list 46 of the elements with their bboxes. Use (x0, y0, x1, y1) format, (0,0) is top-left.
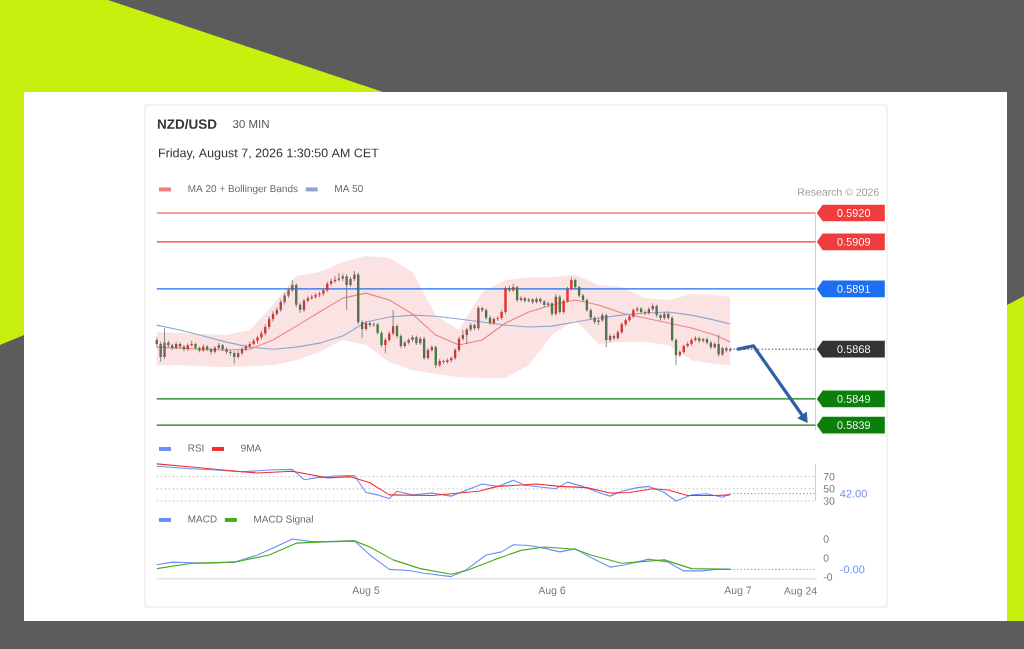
y-tick-label: 0.5868 (837, 345, 871, 354)
ref-line-label: 42.00 (840, 489, 867, 498)
candlestick (539, 296, 542, 304)
candlestick (198, 346, 201, 353)
y-tick-label: 0 (823, 535, 829, 543)
candlestick (322, 288, 325, 297)
y-tick-label: 70 (823, 472, 835, 481)
chart-subtitle: 30 MIN (232, 119, 269, 129)
x-tick-label: Aug 5 (352, 586, 380, 596)
candlestick (225, 346, 228, 355)
line-series (156, 311, 731, 350)
candlestick (256, 335, 259, 345)
ref-line-label: -0.00 (840, 565, 865, 574)
candlestick (531, 297, 534, 305)
y-tick-label: 0.5839 (837, 421, 871, 430)
candlestick (597, 317, 600, 326)
y-tick-label: -0 (823, 573, 833, 581)
candlestick (283, 292, 286, 306)
x-tick-label: Aug 7 (724, 586, 752, 596)
legend-label: RSI (188, 444, 204, 452)
y-tick-label: 0 (823, 554, 829, 562)
candlestick (442, 359, 445, 365)
candlestick (725, 346, 728, 353)
legend-label: MA 20 + Bollinger Bands (188, 184, 298, 195)
candlestick (694, 335, 697, 343)
legend-label: MACD Signal (254, 515, 313, 525)
y-tick-label: 0.5891 (837, 285, 871, 293)
candlestick (314, 292, 317, 300)
y-tick-label: 0.5909 (837, 237, 871, 246)
legend-label: MA 50 (335, 184, 363, 193)
candlestick (469, 322, 472, 332)
legend-label: MACD (188, 515, 217, 523)
chart-title: NZD/USD (157, 118, 217, 130)
y-tick-label: 0.5920 (837, 209, 871, 217)
y-tick-label: 0.5849 (837, 395, 871, 403)
y-tick-label: 50 (823, 485, 835, 493)
x-tick-label: Aug 6 (538, 586, 566, 597)
candlestick (345, 273, 348, 311)
text: Research © 2026 (798, 188, 879, 196)
text: Aug 24 (783, 587, 817, 597)
candlestick (446, 357, 449, 364)
candlestick (376, 322, 379, 336)
text: Friday, August 7, 2026 1:30:50 AM CET (159, 148, 379, 160)
legend-label: 9MA (241, 444, 262, 452)
candlestick (407, 337, 410, 345)
y-tick-label: 30 (823, 497, 835, 505)
